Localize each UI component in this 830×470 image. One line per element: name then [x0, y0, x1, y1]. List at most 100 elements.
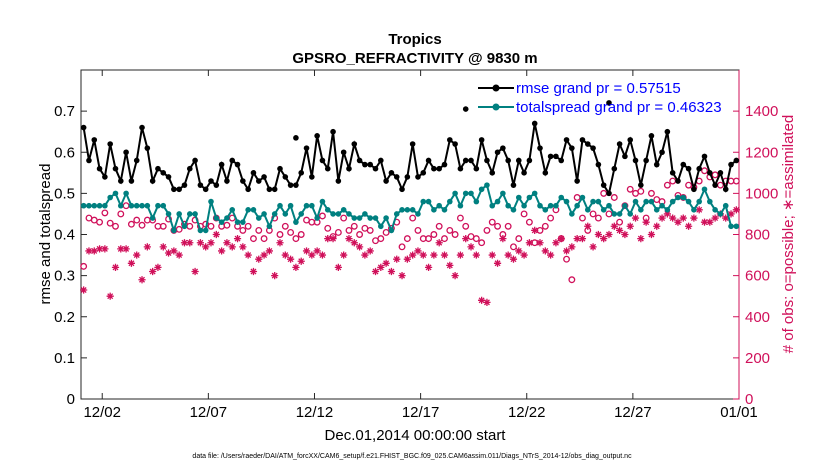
totalspread-point — [208, 198, 214, 205]
rmse-point — [505, 157, 511, 164]
rmse-point — [494, 149, 501, 156]
rmse-point — [515, 157, 522, 164]
rmse-point — [584, 141, 591, 147]
y-left-tick-label: 0.2 — [54, 309, 75, 326]
totalspread-point — [112, 190, 119, 197]
possible-obs-point — [112, 222, 119, 230]
totalspread-point — [526, 194, 533, 201]
totalspread-point — [383, 215, 389, 221]
possible-obs-point — [133, 216, 141, 224]
rmse-point — [664, 128, 671, 135]
totalspread-point — [340, 207, 347, 213]
possible-obs-point — [409, 214, 417, 222]
assimilated-obs-point — [732, 206, 740, 214]
rmse-point — [197, 182, 204, 188]
rmse-point — [579, 137, 586, 143]
rmse-point — [128, 178, 135, 184]
y-right-tick-label: 800 — [745, 227, 770, 244]
assimilated-obs-point — [340, 251, 348, 259]
possible-obs-point — [637, 187, 645, 195]
totalspread-point — [653, 207, 660, 213]
assimilated-obs-point — [562, 247, 571, 255]
assimilated-obs-point — [260, 251, 268, 259]
assimilated-obs-point — [196, 239, 204, 247]
assimilated-obs-point — [80, 286, 88, 294]
rmse-point — [224, 178, 230, 184]
assimilated-obs-point — [287, 255, 295, 263]
possible-obs-point — [356, 231, 364, 238]
assimilated-obs-point — [626, 222, 634, 230]
totalspread-point — [643, 198, 649, 205]
totalspread-point — [675, 194, 681, 201]
rmse-point — [415, 174, 421, 180]
possible-obs-point — [281, 222, 289, 230]
totalspread-point — [569, 211, 575, 217]
totalspread-point — [123, 190, 129, 197]
rmse-point — [303, 145, 310, 151]
assimilated-obs-point — [90, 247, 98, 255]
totalspread-point — [117, 202, 124, 209]
assimilated-obs-point — [95, 245, 104, 253]
rmse-point — [123, 149, 129, 156]
totalspread-point — [680, 194, 687, 201]
rmse-point — [722, 186, 729, 193]
rmse-point — [478, 137, 485, 143]
assimilated-obs-point — [122, 245, 130, 253]
rmse-point — [149, 178, 156, 184]
assimilated-obs-point — [244, 251, 252, 259]
rmse-point — [351, 141, 358, 147]
assimilated-obs-point — [472, 251, 480, 259]
assimilated-obs-point — [111, 263, 120, 271]
rmse-point — [500, 145, 506, 151]
rmse-point — [271, 186, 278, 193]
left-y-axis: 0 0.1 0.2 0.3 0.4 0.5 0.6 0.7 — [54, 103, 87, 408]
rmse-point — [569, 145, 575, 151]
rmse-point — [91, 137, 98, 143]
legend-rmse-marker — [492, 84, 500, 92]
x-tick-label: 12/07 — [190, 404, 228, 421]
totalspread-point — [202, 227, 209, 234]
totalspread-point — [224, 215, 230, 221]
assimilated-obs-point — [462, 235, 470, 243]
rmse-point — [144, 145, 151, 151]
assimilated-obs-point — [159, 243, 167, 251]
rmse-point — [595, 161, 602, 168]
totalspread-point — [240, 219, 246, 225]
rmse-point — [261, 174, 267, 180]
assimilated-obs-point — [398, 272, 406, 280]
rmse-line — [82, 123, 737, 196]
rmse-point — [282, 174, 289, 180]
possible-obs-point — [701, 167, 708, 175]
assimilated-obs-point — [684, 222, 693, 230]
totalspread-point — [659, 202, 665, 209]
rmse-point — [728, 161, 734, 168]
rmse-point — [553, 153, 559, 160]
assimilated-obs-point — [292, 263, 300, 271]
assimilated-obs-point — [382, 259, 390, 267]
rmse-point — [468, 157, 474, 164]
y-right-tick-label: 200 — [745, 350, 770, 367]
assimilated-obs-point — [143, 243, 151, 251]
assimilated-obs-point — [212, 230, 220, 239]
possible-obs-point — [324, 224, 332, 232]
assimilated-obs-point — [642, 218, 650, 226]
assimilated-obs-point — [467, 243, 475, 251]
y-left-tick-label: 0.5 — [54, 185, 75, 202]
possible-obs-point — [515, 235, 523, 243]
totalspread-point — [537, 202, 543, 209]
rmse-point — [293, 182, 299, 188]
totalspread-point — [712, 207, 718, 213]
totalspread-point — [553, 202, 559, 209]
totalspread-point — [600, 207, 607, 213]
totalspread-point — [261, 211, 267, 217]
possible-obs-point — [456, 214, 464, 222]
totalspread-point — [155, 202, 161, 209]
rmse-point — [86, 157, 92, 164]
possible-obs-point — [101, 209, 109, 217]
y-right-tick-label: 600 — [745, 268, 770, 285]
y-right-tick-label: 0 — [745, 391, 753, 408]
rmse-point — [324, 165, 331, 172]
rmse-point — [431, 165, 437, 172]
y-right-tick-label: 400 — [745, 309, 770, 326]
assimilated-obs-point — [594, 230, 602, 239]
